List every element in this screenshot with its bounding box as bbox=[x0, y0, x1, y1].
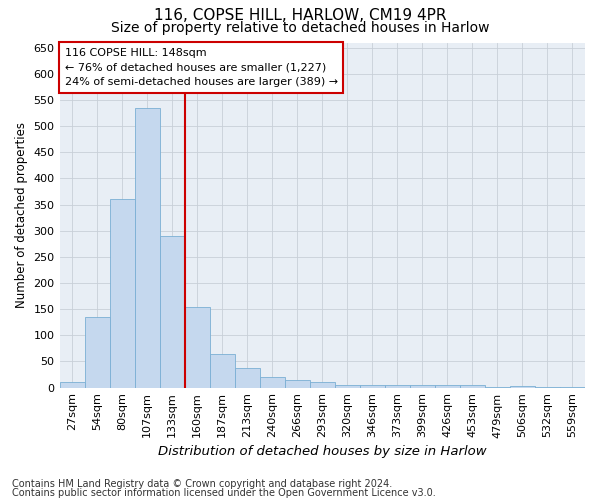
Bar bbox=[110, 200, 134, 388]
Bar bbox=[385, 386, 410, 388]
Bar bbox=[435, 386, 460, 388]
Bar bbox=[460, 386, 485, 388]
Bar bbox=[209, 354, 235, 388]
Bar bbox=[134, 108, 160, 388]
Bar bbox=[59, 382, 85, 388]
X-axis label: Distribution of detached houses by size in Harlow: Distribution of detached houses by size … bbox=[158, 444, 487, 458]
Text: Contains HM Land Registry data © Crown copyright and database right 2024.: Contains HM Land Registry data © Crown c… bbox=[12, 479, 392, 489]
Bar bbox=[335, 386, 360, 388]
Y-axis label: Number of detached properties: Number of detached properties bbox=[15, 122, 28, 308]
Bar bbox=[160, 236, 185, 388]
Bar bbox=[560, 386, 585, 388]
Bar bbox=[510, 386, 535, 388]
Bar bbox=[285, 380, 310, 388]
Bar bbox=[310, 382, 335, 388]
Text: Size of property relative to detached houses in Harlow: Size of property relative to detached ho… bbox=[111, 21, 489, 35]
Text: 116 COPSE HILL: 148sqm
← 76% of detached houses are smaller (1,227)
24% of semi-: 116 COPSE HILL: 148sqm ← 76% of detached… bbox=[65, 48, 338, 88]
Text: Contains public sector information licensed under the Open Government Licence v3: Contains public sector information licen… bbox=[12, 488, 436, 498]
Bar bbox=[185, 306, 209, 388]
Bar bbox=[485, 387, 510, 388]
Bar bbox=[85, 317, 110, 388]
Text: 116, COPSE HILL, HARLOW, CM19 4PR: 116, COPSE HILL, HARLOW, CM19 4PR bbox=[154, 8, 446, 22]
Bar bbox=[360, 386, 385, 388]
Bar bbox=[235, 368, 260, 388]
Bar bbox=[535, 387, 560, 388]
Bar bbox=[260, 377, 285, 388]
Bar bbox=[410, 386, 435, 388]
